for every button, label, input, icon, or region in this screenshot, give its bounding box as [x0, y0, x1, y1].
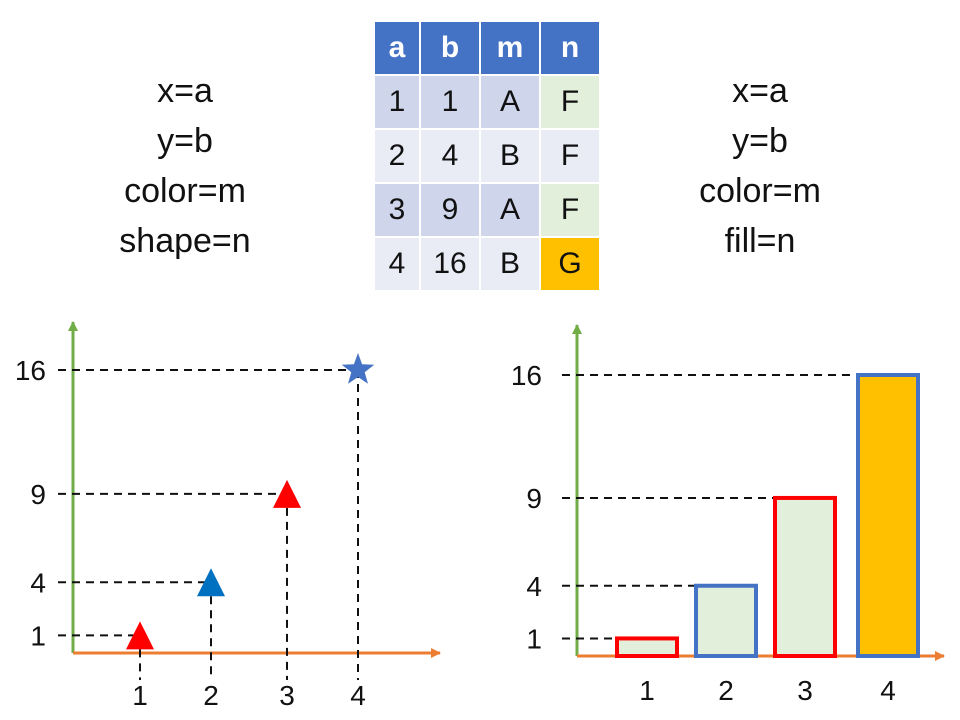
cell-b: 16	[419, 236, 481, 292]
x-tick-label: 3	[797, 675, 813, 706]
scatter-plot: 1 1 4 2 9 3 16 4	[15, 321, 441, 711]
table-row: 1 1 A F	[373, 74, 601, 130]
triangle-point	[126, 621, 154, 650]
cell-m: A	[479, 74, 541, 130]
bar	[615, 636, 679, 658]
right-aesthetic-mapping: x=a y=b color=m fill=n	[660, 66, 860, 266]
triangle-point	[197, 568, 225, 597]
mapping-line: shape=n	[119, 222, 251, 260]
header-m: m	[479, 20, 541, 76]
y-tick-label: 1	[526, 623, 542, 654]
y-tick-label: 4	[30, 567, 46, 598]
x-tick-label: 4	[350, 680, 366, 711]
left-aesthetic-mapping: x=a y=b color=m shape=n	[90, 66, 280, 266]
mapping-line: color=m	[124, 172, 246, 210]
cell-b: 1	[419, 74, 481, 130]
x-tick-label: 4	[880, 675, 896, 706]
cell-a: 4	[373, 236, 421, 292]
data-table: a b m n 1 1 A F 2 4 B F 3 9 A F 4 16 B G	[373, 20, 601, 292]
bar-plot: 1 1 4 2 9 3 16 4	[511, 324, 945, 706]
cell-a: 2	[373, 128, 421, 184]
header-b: b	[419, 20, 481, 76]
mapping-line: y=b	[157, 122, 213, 160]
table-row: 3 9 A F	[373, 182, 601, 238]
y-tick-label: 1	[30, 620, 46, 651]
mapping-line: x=a	[732, 72, 788, 110]
mapping-line: y=b	[732, 122, 788, 160]
cell-n: F	[539, 74, 601, 130]
mapping-line: color=m	[699, 172, 821, 210]
y-tick-label: 4	[526, 571, 542, 602]
cell-n: F	[539, 182, 601, 238]
cell-n: F	[539, 128, 601, 184]
cell-n: G	[539, 236, 601, 292]
y-tick-label: 9	[30, 479, 46, 510]
table-row: 2 4 B F	[373, 128, 601, 184]
x-tick-label: 1	[132, 680, 148, 711]
cell-b: 9	[419, 182, 481, 238]
cell-m: B	[479, 236, 541, 292]
table-row: 4 16 B G	[373, 236, 601, 292]
x-tick-label: 2	[203, 680, 219, 711]
mapping-line: fill=n	[724, 222, 796, 260]
y-tick-label: 16	[511, 360, 542, 391]
x-tick-label: 1	[639, 675, 655, 706]
bar	[856, 373, 920, 658]
table-header-row: a b m n	[373, 20, 601, 76]
cell-m: B	[479, 128, 541, 184]
star-point	[341, 353, 375, 384]
mapping-line: x=a	[157, 72, 213, 110]
x-tick-label: 2	[718, 675, 734, 706]
triangle-point	[273, 479, 301, 508]
bar	[773, 495, 837, 658]
cell-b: 4	[419, 128, 481, 184]
header-a: a	[373, 20, 421, 76]
x-tick-label: 3	[279, 680, 295, 711]
y-tick-label: 9	[526, 483, 542, 514]
cell-m: A	[479, 182, 541, 238]
y-tick-label: 16	[15, 355, 46, 386]
cell-a: 1	[373, 74, 421, 130]
cell-a: 3	[373, 182, 421, 238]
header-n: n	[539, 20, 601, 76]
bar	[694, 583, 758, 658]
